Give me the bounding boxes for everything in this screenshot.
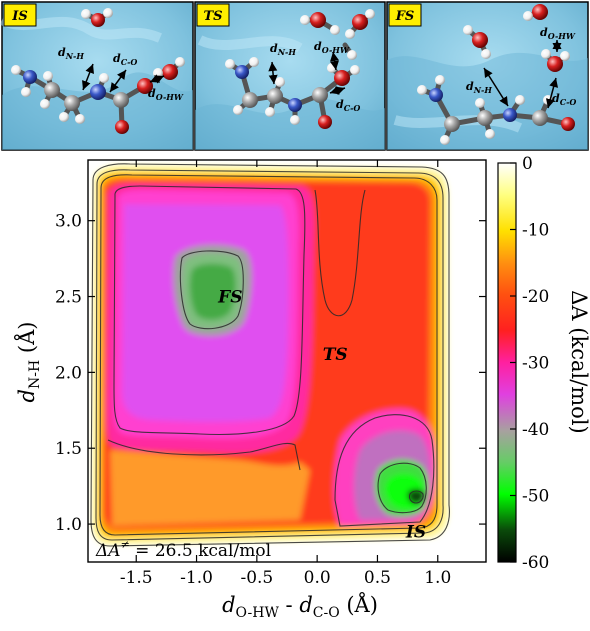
colorbar-tick-label: -30 <box>522 354 549 374</box>
distance-label-ohw: dO-HW <box>148 87 184 102</box>
plot-frame <box>87 159 487 563</box>
distance-label-co: dC-O <box>552 92 576 107</box>
colorbar-label: ΔA (kcal/mol) <box>567 290 590 433</box>
distance-label-co: dC-O <box>336 98 360 113</box>
x-axis-label: dO-HW - dC-O (Å) <box>222 592 378 621</box>
distance-label-ohw: dO-HW <box>314 40 350 55</box>
y-tick-label: 2.0 <box>55 363 82 383</box>
x-tick-label: 0.5 <box>364 568 391 588</box>
y-tick-label: 3.0 <box>55 212 82 232</box>
barrier-label: ΔA≠ = 26.5 kcal/mol <box>95 538 271 561</box>
panel-tag-bg <box>388 3 422 27</box>
colorbar: 0 -10 -20 -30 -40 -50 -60 ΔA (kcal/mol) <box>497 154 590 573</box>
x-tick-label: -0.5 <box>240 568 273 588</box>
colorbar-tick-label: -60 <box>522 553 549 573</box>
colorbar-ticks: 0 -10 -20 -30 -40 -50 -60 <box>510 154 549 573</box>
x-tick-label: 1.0 <box>424 568 451 588</box>
panel-ts: TS dN-H dO-HW dC-O <box>194 1 386 151</box>
panel-tag-bg <box>3 3 37 27</box>
y-axis-ticks: 1.0 1.5 2.0 2.5 3.0 <box>55 212 486 535</box>
y-tick-label: 1.0 <box>55 515 82 535</box>
y-tick-label: 2.5 <box>55 288 82 308</box>
x-axis-ticks: -1.5 -1.0 -0.5 0.0 0.5 1.0 <box>120 160 451 588</box>
distance-label-co: dC-O <box>113 52 137 67</box>
state-annotations: FS TS IS <box>217 288 426 543</box>
panel-is: IS dN-H dC-O dO-HW <box>0 1 194 151</box>
y-axis-label: dN-H (Å) <box>14 322 43 403</box>
panel-tag-bg <box>196 3 230 27</box>
x-tick-label: 0.0 <box>304 568 331 588</box>
panel-tag: FS <box>395 9 415 24</box>
distance-label-ohw: dO-HW <box>540 26 576 41</box>
panel-fs: FS dO-HW dN-H dC-O <box>386 1 589 151</box>
distance-label-nh: dN-H <box>58 46 84 61</box>
distance-label-nh: dN-H <box>466 80 492 95</box>
colorbar-tick-label: -40 <box>522 420 549 440</box>
panel-tag: TS <box>203 9 222 24</box>
distance-label-nh: dN-H <box>270 42 296 57</box>
x-tick-label: -1.0 <box>180 568 213 588</box>
colorbar-tick-label: -10 <box>522 221 549 241</box>
state-label-fs: FS <box>217 288 242 308</box>
colorbar-tick-label: -20 <box>522 287 549 307</box>
y-tick-label: 1.5 <box>55 439 82 459</box>
state-label-ts: TS <box>323 345 348 365</box>
colorbar-tick-label: -50 <box>522 487 549 507</box>
state-label-is: IS <box>405 523 426 543</box>
colorbar-tick-label: 0 <box>522 154 533 174</box>
free-energy-map: -1.5 -1.0 -0.5 0.0 0.5 1.0 1.0 1.5 2.0 2.5 3.0 FS… <box>14 159 487 621</box>
x-tick-label: -1.5 <box>120 568 153 588</box>
panel-tag: IS <box>11 9 27 24</box>
